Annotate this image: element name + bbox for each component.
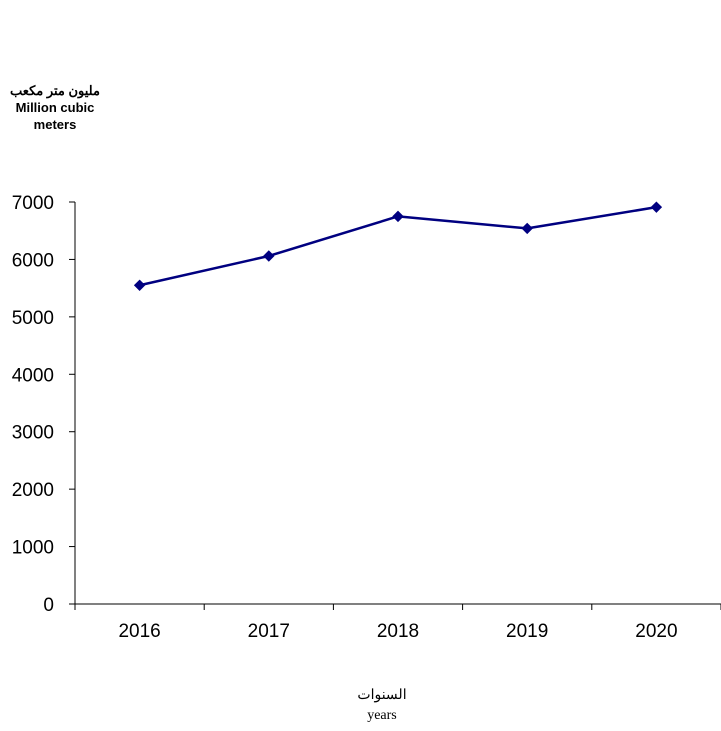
data-point-marker	[392, 210, 404, 223]
data-point-marker	[650, 201, 663, 213]
x-axis-title-arabic: السنوات	[357, 688, 407, 703]
x-axis-ticks: 2016 2017 2018 2019 2020	[74, 604, 721, 642]
x-tick-label: 2019	[506, 621, 548, 642]
y-tick-label: 2000	[12, 480, 54, 501]
y-tick-label: 5000	[12, 308, 54, 329]
y-tick-label: 0	[43, 595, 54, 616]
x-tick-label: 2016	[118, 621, 160, 642]
data-point-marker	[263, 250, 275, 262]
y-axis-title-english-line2: meters	[33, 117, 77, 132]
x-axis-title-english: years	[367, 708, 397, 723]
axes	[74, 202, 721, 605]
y-tick-label: 7000	[12, 193, 54, 214]
data-point-marker	[521, 222, 533, 235]
y-axis-title-arabic: مليون متر مكعب	[10, 83, 100, 98]
y-axis-title: مليون متر مكعب Million cubic meters	[0, 82, 110, 133]
x-axis-title: السنوات years	[318, 686, 446, 726]
data-point-marker	[133, 279, 146, 291]
x-tick-label: 2017	[248, 621, 290, 642]
y-axis-title-english-line1: Million cubic	[15, 100, 95, 115]
y-tick-label: 6000	[12, 250, 54, 271]
y-tick-label: 3000	[12, 423, 54, 444]
y-axis-ticks: 0 1000 2000 3000 4000 5000 6000 7000	[12, 193, 75, 616]
y-tick-label: 4000	[12, 365, 54, 386]
x-tick-label: 2018	[377, 621, 419, 642]
x-tick-label: 2020	[635, 621, 677, 642]
series-group	[133, 201, 663, 291]
y-tick-label: 1000	[12, 538, 54, 559]
